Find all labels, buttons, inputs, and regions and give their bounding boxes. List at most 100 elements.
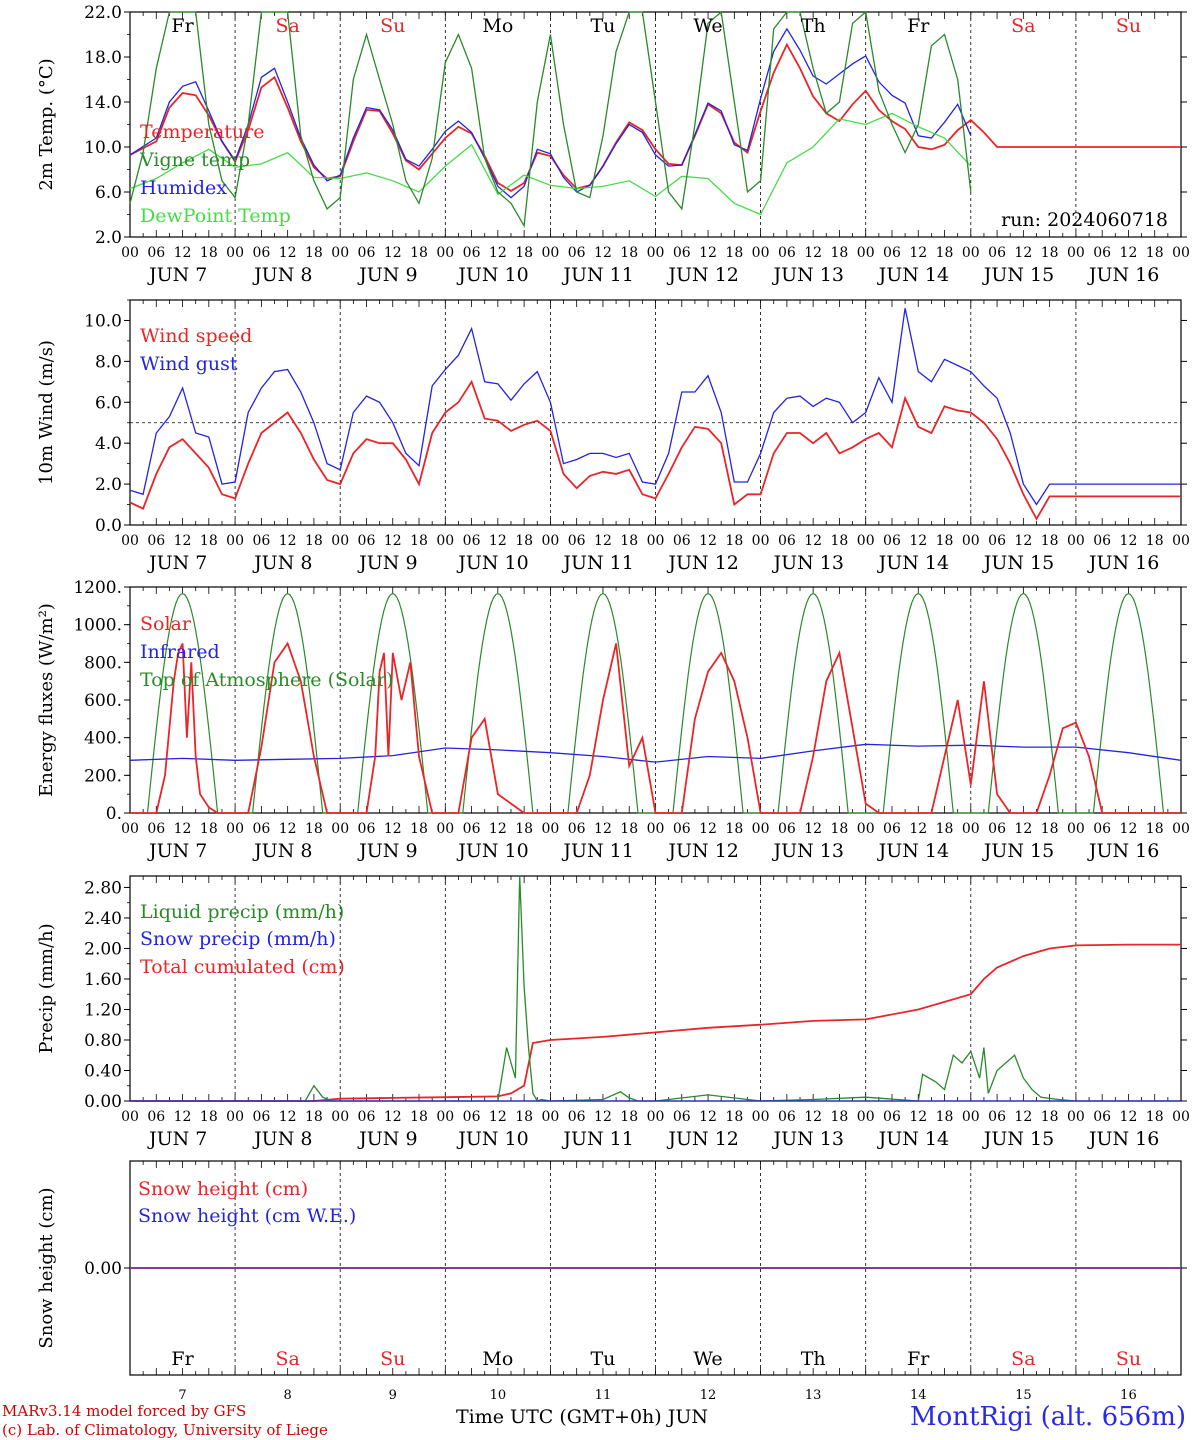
hour-tick-label: 18 — [831, 245, 849, 261]
date-label: JUN 15 — [982, 1128, 1054, 1150]
hour-tick-label: 12 — [804, 245, 822, 261]
y-tick-label: 0. — [106, 804, 122, 824]
hour-tick-label: 18 — [1146, 821, 1164, 837]
hour-tick-label: 12 — [594, 821, 612, 837]
legend-entry: Temperature — [140, 121, 264, 143]
hour-tick-label: 00 — [121, 245, 139, 261]
y-tick-label: 1.20 — [84, 1000, 122, 1020]
hour-tick-label: 00 — [1172, 1109, 1190, 1125]
date-label: JUN 14 — [877, 264, 949, 286]
y-tick-label: 0.80 — [84, 1031, 122, 1051]
hour-tick-label: 00 — [1067, 533, 1085, 549]
legend-entry: Wind gust — [140, 353, 238, 375]
y-axis-label: Snow height (cm) — [36, 1187, 57, 1348]
hour-tick-label: 12 — [384, 821, 402, 837]
legend-entry: Snow height (cm W.E.) — [138, 1205, 356, 1227]
hour-tick-label: 18 — [200, 821, 218, 837]
hour-tick-label: 00 — [331, 245, 349, 261]
hour-tick-label: 06 — [1093, 245, 1111, 261]
hour-tick-label: 12 — [279, 533, 297, 549]
date-label: JUN 14 — [877, 840, 949, 862]
hour-tick-label: 00 — [647, 821, 665, 837]
hour-tick-label: 06 — [673, 821, 691, 837]
series-temperature — [129, 42, 1181, 192]
hour-tick-label: 12 — [804, 1109, 822, 1125]
day-name: Su — [380, 15, 405, 37]
date-label: JUN 14 — [877, 1128, 949, 1150]
date-label: JUN 9 — [357, 552, 417, 574]
hour-tick-label: 00 — [436, 1109, 454, 1125]
hour-tick-label: 06 — [988, 821, 1006, 837]
hour-tick-label: 06 — [568, 245, 586, 261]
date-label: JUN 16 — [1087, 264, 1159, 286]
day-name: We — [693, 15, 722, 37]
hour-tick-label: 00 — [1172, 533, 1190, 549]
hour-tick-label: 00 — [1067, 1109, 1085, 1125]
y-tick-label: 0.00 — [84, 1259, 122, 1279]
hour-tick-label: 00 — [857, 533, 875, 549]
date-label: JUN 7 — [147, 1128, 207, 1150]
hour-tick-label: 00 — [752, 821, 770, 837]
hour-tick-label: 12 — [279, 1109, 297, 1125]
hour-tick-label: 18 — [305, 533, 323, 549]
hour-tick-label: 06 — [988, 245, 1006, 261]
hour-tick-label: 06 — [252, 1109, 270, 1125]
date-label: JUN 13 — [772, 264, 844, 286]
month-label: JUN — [667, 1406, 708, 1428]
hour-tick-label: 06 — [1093, 1109, 1111, 1125]
day-name: Fr — [171, 15, 194, 37]
day-name: Fr — [171, 1348, 194, 1370]
hour-tick-label: 18 — [620, 821, 638, 837]
hour-tick-label: 00 — [647, 533, 665, 549]
hour-tick-label: 18 — [936, 821, 954, 837]
hour-tick-label: 12 — [174, 245, 192, 261]
y-tick-label: 1200. — [73, 578, 122, 598]
hour-tick-label: 06 — [252, 245, 270, 261]
date-number: 10 — [490, 1388, 507, 1403]
y-axis-label: 10m Wind (m/s) — [36, 340, 57, 485]
hour-tick-label: 18 — [305, 821, 323, 837]
hour-tick-label: 12 — [1014, 1109, 1032, 1125]
hour-tick-label: 18 — [936, 1109, 954, 1125]
y-tick-label: 8.0 — [95, 352, 122, 372]
hour-tick-label: 06 — [568, 1109, 586, 1125]
day-name: Th — [801, 1348, 826, 1370]
hour-tick-label: 06 — [358, 821, 376, 837]
series-solar — [130, 641, 1181, 814]
hour-tick-label: 18 — [936, 533, 954, 549]
hour-tick-label: 18 — [725, 533, 743, 549]
hour-tick-label: 06 — [1093, 533, 1111, 549]
hour-tick-label: 12 — [279, 821, 297, 837]
station-name: MontRigi (alt. 656m) — [910, 1402, 1186, 1432]
hour-tick-label: 12 — [594, 245, 612, 261]
date-label: JUN 13 — [772, 1128, 844, 1150]
hour-tick-label: 06 — [778, 1109, 796, 1125]
hour-tick-label: 00 — [857, 245, 875, 261]
hour-tick-label: 06 — [147, 1109, 165, 1125]
hour-tick-label: 00 — [541, 245, 559, 261]
hour-tick-label: 06 — [1093, 821, 1111, 837]
hour-tick-label: 00 — [752, 1109, 770, 1125]
hour-tick-label: 06 — [883, 821, 901, 837]
date-label: JUN 16 — [1087, 1128, 1159, 1150]
panel-frame — [129, 11, 1182, 238]
hour-tick-label: 18 — [1146, 1109, 1164, 1125]
hour-tick-label: 12 — [909, 1109, 927, 1125]
legend-entry: Humidex — [140, 177, 227, 199]
legend-entry: Infrared — [140, 641, 220, 663]
y-tick-label: 22.0 — [84, 3, 122, 23]
time-label-text: Time UTC (GMT+0h) — [456, 1406, 662, 1428]
hour-tick-label: 18 — [200, 245, 218, 261]
date-label: JUN 9 — [357, 1128, 417, 1150]
hour-tick-label: 12 — [489, 533, 507, 549]
hour-tick-label: 12 — [699, 1109, 717, 1125]
hour-tick-label: 12 — [489, 1109, 507, 1125]
y-tick-label: 800. — [84, 653, 122, 673]
hour-tick-label: 00 — [331, 533, 349, 549]
day-name: Fr — [907, 1348, 930, 1370]
y-tick-label: 0.0 — [95, 516, 122, 536]
hour-tick-label: 06 — [778, 533, 796, 549]
date-label: JUN 11 — [561, 840, 633, 862]
hour-tick-label: 12 — [174, 533, 192, 549]
